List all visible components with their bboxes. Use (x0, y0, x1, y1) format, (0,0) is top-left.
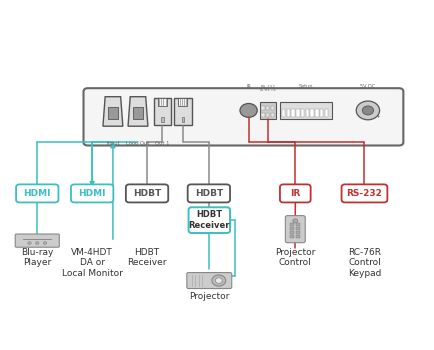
Bar (260, 106, 264, 110)
Text: Input: Input (106, 141, 119, 146)
Bar (289, 236, 294, 238)
Bar (296, 227, 300, 230)
Text: Loop Out: Loop Out (126, 141, 149, 146)
Bar (161, 117, 163, 122)
Circle shape (292, 219, 297, 223)
FancyBboxPatch shape (341, 184, 386, 202)
FancyBboxPatch shape (16, 184, 58, 202)
Text: RS-232: RS-232 (260, 85, 275, 89)
Bar (305, 109, 309, 117)
Text: VM-4HDT
DA or
Local Monitor: VM-4HDT DA or Local Monitor (62, 248, 122, 278)
FancyBboxPatch shape (188, 207, 230, 233)
Bar (289, 231, 294, 234)
Circle shape (240, 104, 256, 117)
Circle shape (362, 106, 373, 115)
Circle shape (211, 275, 225, 286)
FancyBboxPatch shape (83, 88, 402, 146)
Circle shape (355, 101, 379, 120)
Bar (291, 109, 294, 117)
Bar (296, 231, 300, 234)
Text: HDMI: HDMI (78, 189, 105, 198)
Bar (270, 113, 273, 117)
Text: IR: IR (246, 84, 250, 89)
Text: RC-76R
Control
Keypad: RC-76R Control Keypad (347, 248, 380, 278)
Bar (296, 236, 300, 238)
FancyBboxPatch shape (125, 184, 168, 202)
FancyBboxPatch shape (186, 273, 231, 288)
Text: +: + (374, 114, 379, 119)
Polygon shape (128, 97, 148, 126)
Text: HDBT: HDBT (194, 189, 223, 198)
FancyBboxPatch shape (187, 184, 230, 202)
Text: & Rs Tx: & Rs Tx (260, 88, 275, 92)
Bar (108, 107, 118, 119)
Text: 5V DC: 5V DC (359, 84, 375, 89)
Text: Blu-ray
Player: Blu-ray Player (21, 248, 53, 267)
Bar (181, 117, 184, 122)
Bar (289, 223, 294, 226)
Circle shape (28, 241, 31, 244)
Bar (319, 109, 322, 117)
Bar (265, 106, 269, 110)
Circle shape (36, 241, 39, 244)
Text: Setup: Setup (298, 84, 312, 89)
Bar (300, 109, 304, 117)
Bar (324, 109, 327, 117)
Text: Projector: Projector (189, 292, 229, 301)
FancyBboxPatch shape (15, 234, 59, 247)
Bar (286, 109, 289, 117)
Text: HDBT
Receiver: HDBT Receiver (127, 248, 166, 267)
Text: HDMI: HDMI (23, 189, 51, 198)
Bar (174, 98, 191, 125)
Text: Out 1: Out 1 (155, 141, 169, 146)
Text: Projector
Control: Projector Control (274, 248, 315, 267)
Bar (157, 98, 166, 106)
Circle shape (215, 278, 222, 284)
Text: HDBT
Receiver: HDBT Receiver (188, 210, 230, 230)
FancyBboxPatch shape (285, 216, 305, 243)
Bar (310, 109, 313, 117)
Bar (178, 98, 187, 106)
FancyBboxPatch shape (71, 184, 113, 202)
Bar (153, 98, 171, 125)
Bar (315, 109, 318, 117)
FancyBboxPatch shape (279, 102, 331, 119)
FancyBboxPatch shape (259, 102, 276, 119)
Bar (270, 106, 273, 110)
Polygon shape (103, 97, 122, 126)
FancyBboxPatch shape (279, 184, 310, 202)
Bar (296, 109, 299, 117)
Bar (289, 227, 294, 230)
Bar (265, 113, 269, 117)
Text: HDBT: HDBT (133, 189, 161, 198)
Text: RS-232: RS-232 (346, 189, 381, 198)
Circle shape (43, 241, 47, 244)
Bar (296, 223, 300, 226)
Bar (281, 109, 285, 117)
Bar (132, 107, 143, 119)
Bar (260, 113, 264, 117)
Text: IR: IR (289, 189, 300, 198)
